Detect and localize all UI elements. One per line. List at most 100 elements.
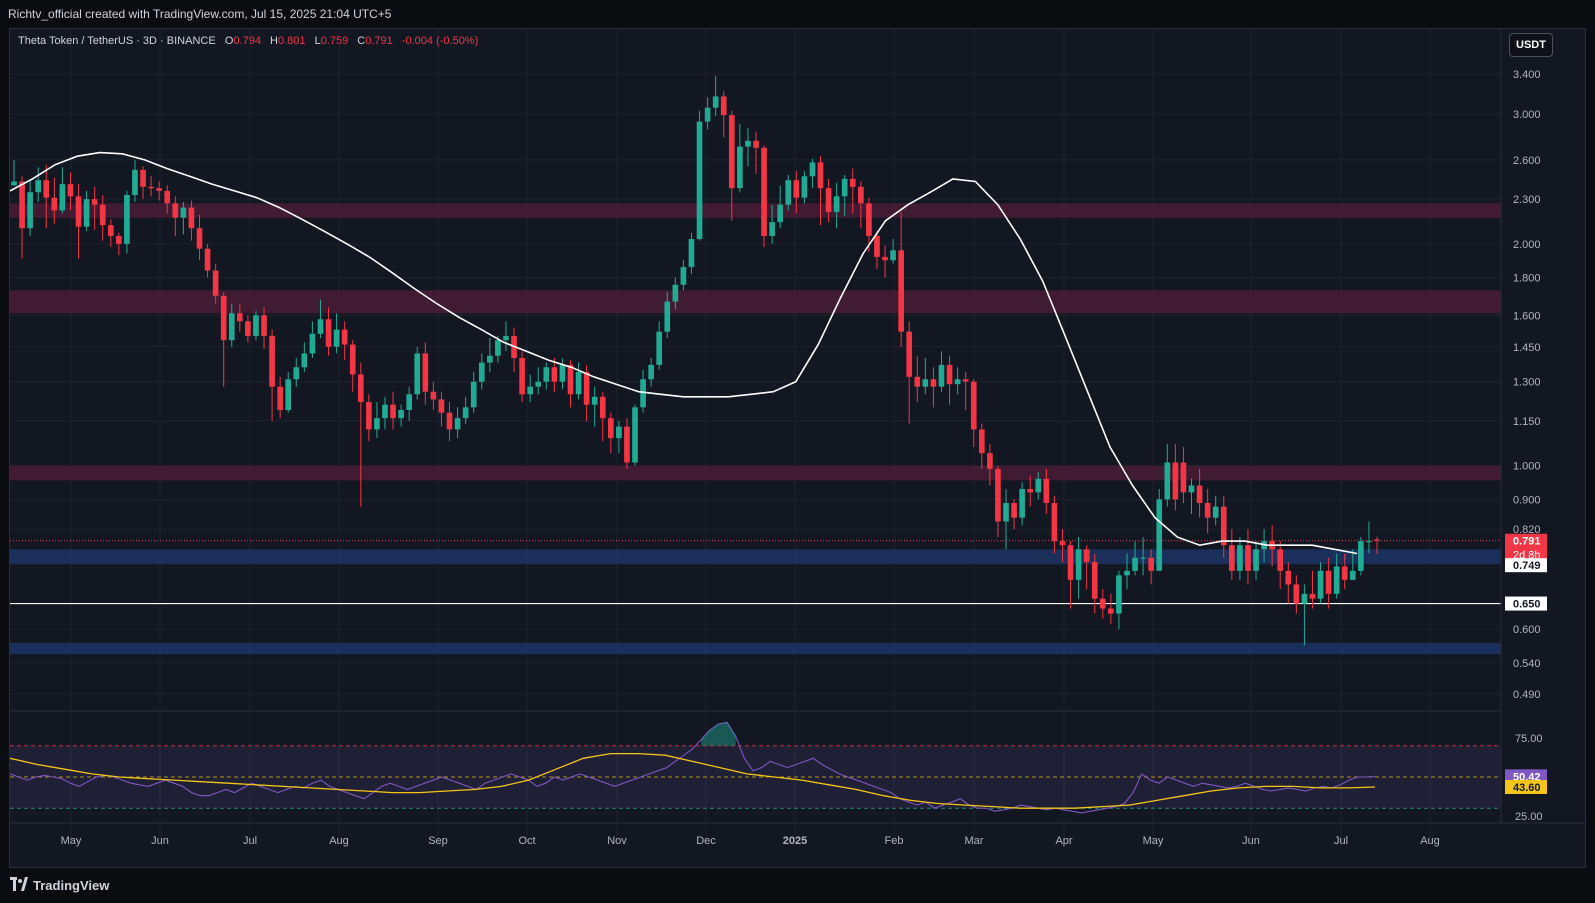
candle <box>761 145 767 248</box>
candle-body <box>204 248 211 271</box>
candle <box>1229 529 1235 580</box>
y-tick-label: 3.400 <box>1513 69 1541 81</box>
candle-body <box>27 192 33 229</box>
candle-body <box>132 169 138 195</box>
candle-body <box>607 418 614 439</box>
chart-watermark: Richtv_official created with TradingView… <box>8 7 392 21</box>
candle-body <box>995 468 1001 522</box>
support-value-label: 0.650 <box>1513 599 1541 611</box>
candle-body <box>1285 570 1292 585</box>
candle <box>1374 536 1380 554</box>
candle-body <box>228 313 235 341</box>
candle-body <box>527 386 533 395</box>
candle-body <box>1091 562 1098 599</box>
candle-body <box>551 367 558 382</box>
candle <box>962 372 969 411</box>
candle-body <box>632 407 638 463</box>
candle <box>172 196 179 236</box>
candle-body <box>809 162 816 177</box>
candle <box>277 376 283 419</box>
candle-body <box>728 115 735 189</box>
candle <box>261 307 267 349</box>
candle <box>83 190 90 232</box>
y-tick-label: 0.490 <box>1513 689 1541 701</box>
candle <box>1099 589 1106 619</box>
candle <box>632 404 638 466</box>
symbol-legend: Theta Token / TetherUS · 3D · BINANCE O0… <box>18 35 484 47</box>
support-value-label-box <box>1505 596 1547 611</box>
candle <box>164 185 171 214</box>
x-tick-label: Jun <box>1242 835 1260 847</box>
price-chart[interactable]: May Jun Jul Aug Sep Oct Nov Dec 2025 Feb Mar Apr May… <box>10 29 1586 868</box>
candle <box>285 372 292 413</box>
candle <box>1108 593 1114 624</box>
candle <box>833 182 840 229</box>
candle <box>898 211 904 347</box>
candle <box>882 245 888 278</box>
y-tick-label: 1.450 <box>1513 342 1541 354</box>
candle <box>124 190 130 254</box>
currency-button[interactable]: USDT <box>1509 33 1553 57</box>
candle <box>398 404 404 427</box>
candle <box>914 355 921 403</box>
candle <box>906 321 913 424</box>
candle-body <box>841 178 848 197</box>
candle-body <box>1019 488 1025 518</box>
candle <box>559 357 566 390</box>
candle-body <box>624 426 630 463</box>
candle-body <box>212 270 219 296</box>
candle <box>599 391 606 442</box>
candle <box>422 342 429 405</box>
y-tick-label: 3.000 <box>1513 109 1541 121</box>
candle <box>672 277 679 310</box>
candle <box>874 231 880 269</box>
candle-body <box>366 402 372 430</box>
candle-body <box>567 364 574 395</box>
right-scrollbar[interactable] <box>1586 28 1595 868</box>
candle-body <box>962 379 969 382</box>
candle <box>728 110 735 221</box>
candle <box>180 201 187 235</box>
candle-body <box>19 181 25 229</box>
candle-body <box>253 315 259 336</box>
candle <box>325 307 332 356</box>
chart-frame[interactable]: May Jun Jul Aug Sep Oct Nov Dec 2025 Feb Mar Apr May… <box>9 28 1586 868</box>
footer-bar: TradingView <box>0 868 1595 903</box>
tradingview-logo-icon <box>10 877 28 891</box>
candle <box>777 185 784 229</box>
y-tick-label: 1.600 <box>1513 310 1541 322</box>
candle-body <box>688 239 695 268</box>
candle <box>753 131 759 174</box>
candle-body <box>817 162 824 189</box>
zone-resistance <box>10 203 1501 218</box>
candle <box>680 260 687 291</box>
candle <box>1035 472 1042 500</box>
candle <box>801 171 808 204</box>
footer-brand: TradingView <box>33 878 110 893</box>
candle <box>366 394 372 442</box>
candle <box>1027 475 1034 507</box>
candle-body <box>696 121 703 240</box>
candle <box>1333 553 1340 599</box>
candle <box>688 232 695 275</box>
candle-body <box>849 178 856 187</box>
zone-support <box>10 642 1501 655</box>
candle-body <box>172 203 179 218</box>
candle <box>99 194 106 241</box>
rsi-overbought-fill <box>701 722 736 746</box>
candle-body <box>890 250 896 261</box>
candle-body <box>914 376 921 387</box>
candle <box>1067 541 1074 609</box>
candle-body <box>1156 499 1163 571</box>
candle <box>954 367 961 395</box>
candle <box>1220 495 1227 558</box>
candle-body <box>1164 462 1171 500</box>
rsi-ma-value-box <box>1505 779 1547 794</box>
candle <box>567 360 574 408</box>
candle-body <box>801 176 808 198</box>
candle <box>349 340 356 392</box>
candle <box>527 374 533 403</box>
candle <box>1091 553 1098 614</box>
candle-body <box>769 222 775 236</box>
candle-body <box>922 379 929 387</box>
